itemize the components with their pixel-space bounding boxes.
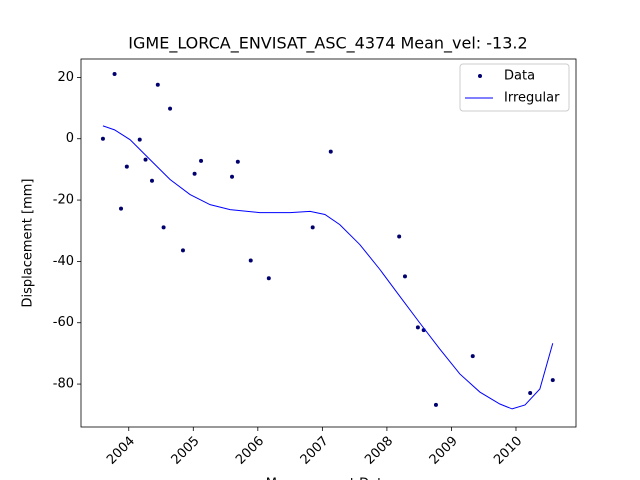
data-point (402, 274, 407, 279)
data-point (550, 378, 555, 383)
data-point (328, 149, 333, 154)
data-point (192, 171, 197, 176)
data-point (235, 159, 240, 164)
data-point (433, 402, 438, 407)
legend-box (459, 63, 570, 112)
data-point (137, 137, 142, 142)
data-point (119, 206, 124, 211)
legend-label: Irregular (504, 91, 560, 106)
legend: Data Irregular (459, 63, 570, 112)
data-point (149, 178, 154, 183)
plot-frame (80, 58, 577, 428)
y-tick-label: 0 (66, 131, 74, 146)
data-line (102, 125, 554, 410)
legend-label: Data (504, 69, 535, 84)
data-point (161, 225, 166, 230)
y-tick-label: 20 (57, 70, 74, 85)
data-point (470, 354, 475, 359)
data-point (415, 325, 420, 330)
data-point (168, 106, 173, 111)
y-tick-label: -40 (53, 254, 74, 269)
y-axis-label: Displacement [mm] (21, 179, 36, 308)
y-tick-label: -60 (53, 315, 74, 330)
data-point (124, 164, 129, 169)
data-point (266, 276, 271, 281)
chart-title: IGME_LORCA_ENVISAT_ASC_4374 Mean_vel: -1… (128, 34, 527, 54)
data-point (528, 390, 533, 395)
data-point (112, 72, 117, 77)
data-point (310, 225, 315, 230)
data-point (248, 258, 253, 263)
legend-marker (478, 74, 482, 78)
data-point (100, 136, 105, 141)
data-point (180, 248, 185, 253)
y-tick-label: -80 (53, 377, 74, 392)
data-point (155, 82, 160, 87)
x-axis-label: Measurement Date (266, 477, 390, 480)
data-point (397, 234, 402, 239)
data-point (230, 174, 235, 179)
y-tick-label: -20 (53, 193, 74, 208)
data-point (143, 157, 148, 162)
data-point (199, 158, 204, 163)
